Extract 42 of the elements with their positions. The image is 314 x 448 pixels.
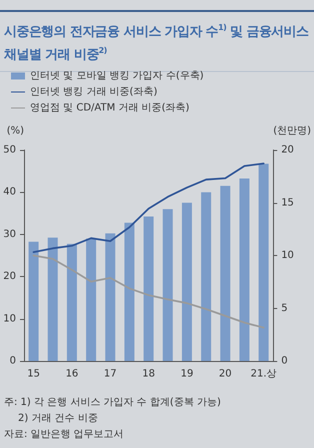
y-tick-label: 0 [10, 356, 16, 366]
bar [201, 192, 212, 361]
bar [182, 202, 192, 361]
y2-axis-title: (천만명) [273, 126, 312, 136]
y2-tick-label: 10 [281, 250, 294, 261]
x-tick-label: 21.상 [250, 368, 277, 380]
line-series [32, 162, 265, 254]
text: 2) 거래 건수 비중 [17, 412, 99, 426]
y-tick-label: 20 [3, 271, 16, 282]
bar [124, 222, 134, 361]
bar [258, 164, 269, 361]
bar [144, 216, 154, 361]
y2-tick-label: 0 [281, 356, 288, 366]
bar [28, 242, 39, 361]
x-tick-label: 18 [142, 368, 155, 380]
y2-tick-label: 5 [281, 302, 288, 314]
x-tick-label: 20 [218, 368, 232, 380]
x-tick-label: 16 [66, 368, 78, 380]
bar [220, 186, 230, 361]
line-series [32, 254, 265, 329]
bar [105, 233, 116, 361]
legend-label: 인터넷 및 모바일 뱅킹 가입자 수(우축) [30, 70, 204, 82]
bar [86, 238, 96, 361]
legend-label: 인터넷 뱅킹 거래 비중(좌축) [30, 86, 158, 98]
bar [162, 209, 173, 361]
x-tick-label: 17 [104, 368, 117, 380]
bar [66, 244, 77, 361]
legend-label: 영업점 및 CD/ATM 거래 비중(좌축) [30, 102, 190, 114]
bar [239, 178, 250, 361]
y2-tick-label: 15 [281, 197, 294, 208]
y-tick-label: 10 [3, 313, 16, 324]
text: 자료: 일반은행 업무보고서 [4, 428, 125, 442]
y-axis-title: (%) [6, 126, 24, 136]
x-tick-label: 19 [180, 368, 194, 380]
x-tick-label: 15 [27, 368, 40, 380]
y2-tick-label: 20 [281, 144, 294, 156]
y-tick-label: 30 [3, 228, 16, 240]
text: 주: 1) 각 은행 서비스 가입자 수 합계(중복 가능) [4, 396, 221, 410]
bar [48, 238, 58, 361]
y-tick-label: 40 [3, 186, 16, 198]
chart-title: 시중은행의 전자금융 서비스 가입자 수$^{1)}$ 및 금융서비스 채널별 거래 비중$^{2)}$ [4, 23, 308, 63]
y-tick-label: 50 [3, 144, 16, 156]
